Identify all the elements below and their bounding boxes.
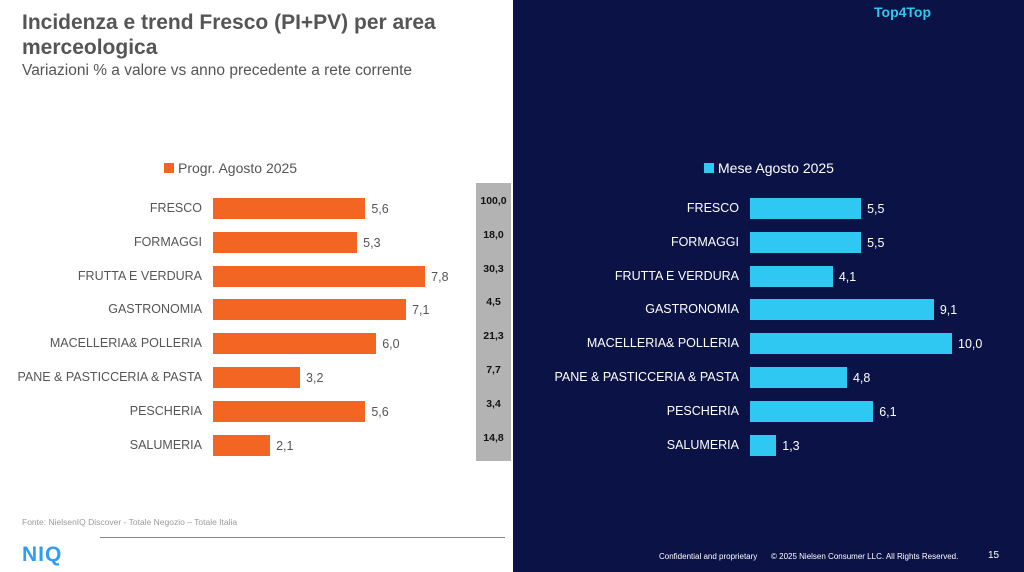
- right-value-label: 4,8: [852, 371, 871, 385]
- right-value-label: 6,1: [879, 404, 897, 419]
- right-category-label: FRESCO: [686, 201, 739, 215]
- right-bar: [750, 400, 874, 422]
- weight-value: 4,5: [486, 296, 501, 309]
- left-bar: [213, 333, 377, 355]
- left-bar: [213, 299, 407, 321]
- left-value-label: 7,8: [431, 269, 449, 284]
- left-category-label: GASTRONOMIA: [108, 302, 202, 317]
- page-number: 15: [988, 550, 1000, 561]
- left-value-label: 5,6: [371, 202, 389, 216]
- weights-column: 100,0 18,0 30,3 4,5 21,3 7,7 3,4 14,8: [476, 183, 511, 461]
- weight-value: 100,0: [480, 195, 507, 207]
- left-category-label: SALUMERIA: [129, 437, 202, 452]
- right-category-label: MACELLERIA& POLLERIA: [586, 336, 739, 351]
- right-value-label: 5,5: [867, 235, 885, 250]
- confidential-note: Confidential and proprietary: [659, 552, 758, 561]
- right-category-label: PESCHERIA: [666, 403, 739, 418]
- right-bar: [750, 265, 833, 287]
- right-bar: [750, 299, 934, 321]
- legend-right: Mese Agosto 2025: [704, 160, 834, 176]
- left-category-label: MACELLERIA& POLLERIA: [49, 336, 202, 351]
- right-category-label: FRUTTA E VERDURA: [614, 268, 739, 283]
- left-value-label: 2,1: [276, 438, 294, 453]
- legend-right-swatch: [704, 163, 714, 173]
- right-category-label: GASTRONOMIA: [645, 302, 739, 317]
- weight-value: 18,0: [483, 228, 504, 241]
- right-bar: [750, 367, 847, 388]
- right-value-label: 5,5: [867, 202, 885, 216]
- right-bar: [750, 434, 777, 456]
- weight-value: 30,3: [483, 262, 504, 275]
- legend-left-swatch: [164, 163, 174, 173]
- page-title: Incidenza e trend Fresco (PI+PV) per are…: [22, 11, 436, 59]
- weight-value: 7,7: [486, 364, 501, 376]
- source-note: Fonte: NielsenIQ Discover - Totale Negoz…: [22, 517, 238, 527]
- left-bar: [213, 367, 301, 388]
- weight-value: 14,8: [483, 431, 504, 444]
- brand-tag: Top4Top: [874, 4, 932, 20]
- left-category-label: PESCHERIA: [129, 403, 202, 418]
- footer-divider: [100, 537, 505, 538]
- right-bar: [750, 333, 952, 355]
- copyright-note: © 2025 Nielsen Consumer LLC. All Rights …: [771, 552, 959, 561]
- right-value-label: 1,3: [782, 438, 800, 453]
- page-subtitle: Variazioni % a valore vs anno precedente…: [22, 62, 413, 79]
- left-category-label: FRESCO: [149, 201, 202, 215]
- right-category-label: FORMAGGI: [670, 234, 739, 249]
- legend-right-label: Mese Agosto 2025: [718, 160, 834, 176]
- right-value-label: 9,1: [939, 303, 958, 318]
- right-category-label: SALUMERIA: [666, 437, 739, 452]
- right-category-label: PANE & PASTICCERIA & PASTA: [554, 370, 739, 384]
- left-category-label: PANE & PASTICCERIA & PASTA: [17, 370, 202, 384]
- right-bar: [750, 231, 862, 253]
- weight-value: 21,3: [483, 330, 504, 343]
- left-value-label: 5,3: [363, 235, 381, 250]
- left-value-label: 7,1: [412, 303, 430, 318]
- legend-left: Progr. Agosto 2025: [164, 160, 297, 176]
- left-value-label: 5,6: [371, 404, 389, 419]
- legend-left-label: Progr. Agosto 2025: [178, 160, 298, 176]
- right-value-label: 10,0: [958, 337, 983, 352]
- left-bar: [213, 198, 366, 219]
- left-value-label: 3,2: [306, 371, 324, 385]
- left-bar: [213, 265, 426, 287]
- left-category-label: FRUTTA E VERDURA: [77, 268, 202, 283]
- weight-value: 3,4: [486, 397, 501, 410]
- niq-logo: NIQ: [22, 543, 63, 566]
- left-bar: [213, 400, 366, 422]
- left-category-label: FORMAGGI: [133, 234, 202, 249]
- left-value-label: 6,0: [382, 337, 400, 352]
- right-bar: [750, 198, 862, 219]
- left-bar: [213, 434, 271, 456]
- left-bar: [213, 231, 358, 253]
- right-value-label: 4,1: [838, 269, 857, 284]
